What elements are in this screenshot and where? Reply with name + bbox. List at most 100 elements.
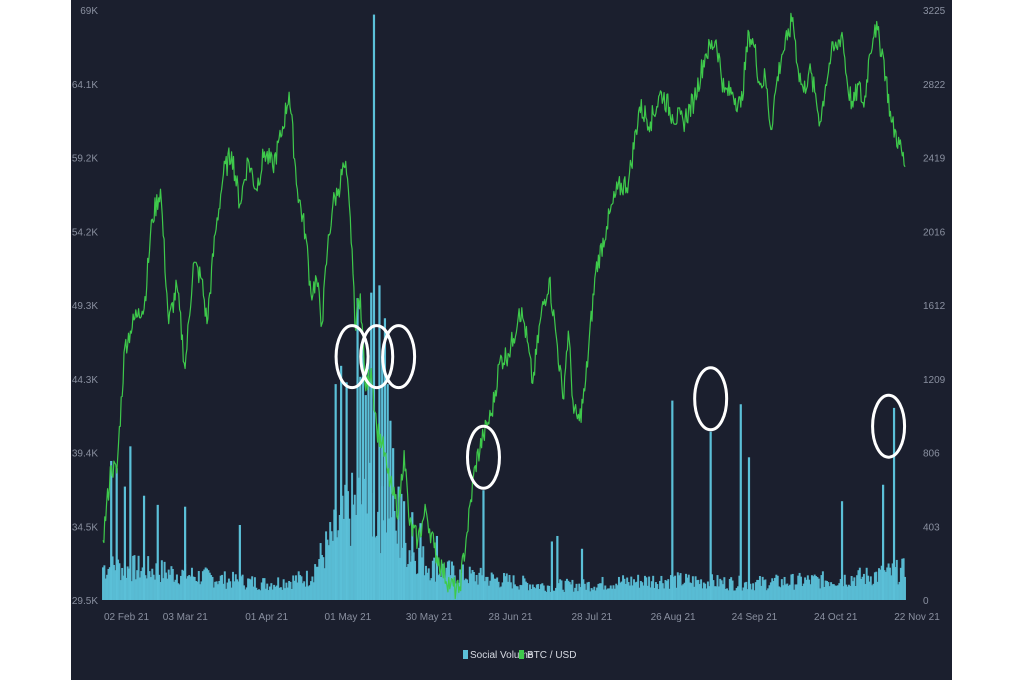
volume-bar bbox=[572, 591, 575, 600]
x-tick-label: 24 Oct 21 bbox=[814, 612, 858, 623]
volume-bar bbox=[890, 575, 893, 600]
volume-bar bbox=[824, 580, 827, 600]
volume-spike bbox=[364, 395, 367, 600]
volume-bar bbox=[420, 557, 423, 600]
volume-bar bbox=[293, 580, 296, 600]
volume-bar bbox=[377, 511, 380, 600]
volume-bar bbox=[568, 582, 571, 600]
annotation-circle bbox=[693, 366, 729, 432]
volume-bar bbox=[797, 575, 800, 600]
volume-bar bbox=[853, 577, 856, 600]
volume-bar bbox=[633, 579, 636, 600]
volume-bar bbox=[891, 563, 894, 600]
volume-bar bbox=[136, 570, 139, 600]
volume-spike bbox=[123, 486, 126, 600]
legend-label-btc-usd: BTC / USD bbox=[527, 650, 576, 661]
volume-bar bbox=[273, 584, 276, 600]
volume-bar bbox=[290, 588, 293, 600]
volume-bar bbox=[561, 589, 564, 600]
volume-bar bbox=[835, 585, 838, 600]
volume-bar bbox=[523, 578, 526, 600]
y-left-tick-label: 59.2K bbox=[72, 154, 98, 165]
y-right-tick-label: 2419 bbox=[923, 154, 946, 165]
volume-bar bbox=[489, 580, 492, 600]
volume-bar bbox=[706, 581, 709, 600]
volume-bar bbox=[697, 579, 700, 600]
volume-bar bbox=[256, 589, 259, 600]
volume-bar bbox=[415, 574, 418, 600]
volume-spike bbox=[482, 490, 485, 600]
volume-bar bbox=[616, 585, 619, 600]
volume-bar bbox=[531, 584, 534, 600]
y-right-tick-label: 806 bbox=[923, 449, 940, 460]
volume-bar bbox=[164, 572, 167, 600]
volume-spike bbox=[411, 512, 414, 600]
volume-bar bbox=[353, 494, 356, 600]
volume-bar bbox=[221, 574, 224, 600]
volume-bar bbox=[474, 581, 477, 600]
volume-bar bbox=[583, 583, 586, 600]
volume-bar bbox=[715, 586, 718, 600]
volume-bar bbox=[611, 588, 614, 600]
x-axis-ticks: 02 Feb 21 03 Mar 21 01 Apr 21 01 May 21 30 M… bbox=[104, 612, 940, 623]
volume-bar bbox=[672, 576, 675, 600]
volume-bar bbox=[575, 583, 578, 600]
volume-spike bbox=[359, 376, 362, 600]
volume-bar bbox=[836, 585, 839, 600]
volume-bar bbox=[460, 572, 463, 600]
volume-bar bbox=[275, 585, 278, 600]
volume-bar bbox=[490, 572, 493, 600]
volume-bar bbox=[487, 585, 490, 600]
volume-bar bbox=[827, 582, 830, 600]
volume-bar bbox=[708, 586, 711, 600]
volume-bar bbox=[894, 567, 897, 600]
volume-bar bbox=[527, 590, 530, 600]
volume-bar bbox=[642, 585, 645, 600]
volume-bar bbox=[597, 583, 600, 600]
y-right-tick-label: 3225 bbox=[923, 6, 946, 17]
volume-bar bbox=[355, 514, 358, 600]
volume-bar bbox=[244, 589, 247, 600]
volume-bar bbox=[429, 580, 432, 600]
volume-bar bbox=[620, 581, 623, 600]
volume-bar bbox=[530, 589, 533, 600]
volume-spike bbox=[356, 298, 359, 600]
volume-bar bbox=[223, 571, 226, 600]
volume-bar bbox=[348, 518, 351, 600]
volume-bar bbox=[674, 575, 677, 600]
volume-bar bbox=[351, 472, 354, 600]
volume-bar bbox=[661, 583, 664, 600]
volume-bar bbox=[360, 504, 363, 600]
volume-bar bbox=[266, 583, 269, 600]
volume-bar bbox=[408, 550, 411, 600]
volume-bar bbox=[171, 568, 174, 600]
volume-bar bbox=[895, 559, 898, 600]
volume-bar bbox=[787, 585, 790, 600]
volume-bar bbox=[296, 582, 299, 600]
volume-bar bbox=[615, 583, 618, 600]
volume-bar bbox=[401, 547, 404, 600]
volume-bar bbox=[839, 578, 842, 600]
volume-bar bbox=[299, 575, 302, 600]
volume-bar bbox=[602, 589, 605, 600]
volume-bar bbox=[456, 580, 459, 600]
volume-bar bbox=[323, 568, 326, 600]
volume-bar bbox=[902, 558, 905, 600]
volume-bar bbox=[308, 585, 311, 600]
volume-bar bbox=[795, 584, 798, 600]
volume-bar bbox=[189, 576, 192, 600]
x-tick-label: 28 Jun 21 bbox=[489, 612, 533, 623]
volume-bar bbox=[505, 573, 508, 600]
volume-bar bbox=[245, 587, 248, 600]
volume-spike bbox=[892, 407, 896, 600]
volume-spike bbox=[386, 384, 389, 600]
volume-bar bbox=[812, 576, 815, 600]
volume-bar bbox=[182, 570, 185, 600]
volume-bar bbox=[396, 543, 399, 600]
volume-bar bbox=[497, 581, 500, 600]
volume-bar bbox=[267, 590, 270, 600]
volume-bar bbox=[579, 587, 582, 600]
volume-bar bbox=[118, 563, 121, 600]
volume-bar bbox=[652, 575, 655, 600]
volume-bar bbox=[440, 576, 443, 600]
